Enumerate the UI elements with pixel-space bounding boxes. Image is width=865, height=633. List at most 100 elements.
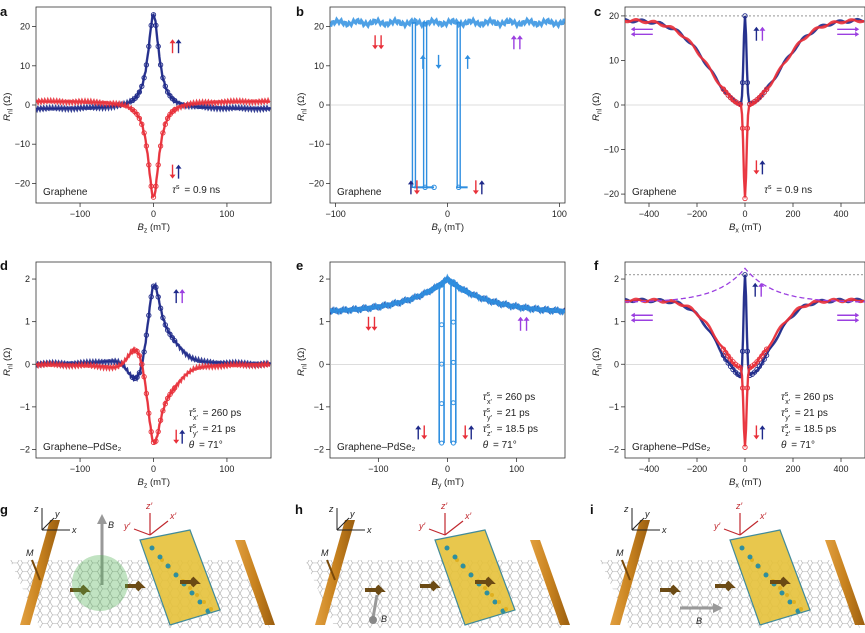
electrode-right — [235, 540, 275, 625]
label-subscript: nl — [8, 108, 15, 114]
config-arrows — [510, 35, 523, 50]
lattice-atom — [739, 545, 745, 551]
lattice-atom — [149, 545, 155, 551]
data-point — [756, 363, 763, 370]
param-symbol: τ — [189, 408, 194, 419]
fit-line — [625, 20, 864, 199]
label-symbol: B — [138, 222, 145, 233]
panel-label: a — [0, 4, 8, 19]
lattice-atom — [504, 607, 508, 611]
config-arrow-head — [419, 54, 426, 59]
y-tick-label: 0 — [319, 100, 324, 110]
config-arrow-head — [179, 429, 186, 434]
lattice-atom — [755, 563, 761, 569]
data-line — [330, 273, 565, 316]
series-antiparallel — [625, 17, 865, 202]
param-symbol: θ — [483, 440, 489, 451]
material-label: Graphene–PdSe₂ — [337, 442, 416, 453]
plot-area — [625, 267, 865, 450]
y-tick-label: −20 — [15, 178, 30, 188]
x-tick-label: 400 — [833, 464, 848, 474]
param-value: = 0.9 ns — [773, 185, 812, 196]
x-axis-label: By (mT) — [432, 477, 465, 490]
chart-panel-c: c −400 −200 0 200 400 −20 −10 0 10 20 Bx (mT) Rnl (Ω… — [591, 4, 865, 235]
param-superscript: s — [487, 423, 491, 430]
param-text: τs y′ = 21 ps — [483, 407, 530, 422]
data-point — [737, 365, 743, 371]
lattice-atom — [779, 590, 785, 596]
plot-area — [625, 13, 865, 202]
y-axis-label: Rnl (Ω) — [591, 93, 604, 121]
y-tick-label: 20 — [609, 11, 619, 21]
param-symbol: τ — [483, 392, 488, 403]
param-value: = 260 ps — [200, 408, 241, 419]
y-tick-label: −2 — [20, 444, 30, 454]
data-point — [164, 395, 171, 402]
data-point — [439, 440, 445, 446]
label-symbol: R — [2, 369, 13, 376]
y-axis-label: Rnl (Ω) — [296, 348, 309, 376]
crystal-axis-x — [149, 520, 169, 536]
data-point — [160, 408, 166, 414]
side-arrow-head — [630, 26, 635, 32]
fit-line — [625, 299, 864, 448]
config-arrows — [419, 54, 426, 69]
param-text: θ = 71° — [483, 440, 517, 451]
label-subscript: x — [735, 483, 739, 490]
label-symbol: B — [432, 477, 439, 488]
param-symbol: τ — [781, 408, 786, 419]
data-point — [172, 338, 178, 344]
spin-arrow — [365, 584, 386, 596]
lattice-atom — [492, 599, 498, 605]
y-tick-label: 2 — [319, 274, 324, 284]
side-arrows — [837, 26, 860, 37]
param-value: = 71° — [490, 440, 517, 451]
param-text: τs y′ = 21 ps — [189, 423, 236, 438]
config-arrow-head — [752, 282, 759, 287]
series-sweep — [330, 15, 565, 191]
field-arrow-head — [713, 603, 723, 613]
config-arrow-head — [169, 39, 176, 44]
series-parallel — [625, 272, 865, 379]
data-point — [465, 290, 472, 296]
lattice-atom — [444, 545, 450, 551]
lattice-atom — [209, 607, 213, 611]
x-tick-label: 200 — [785, 464, 800, 474]
fit-line — [36, 349, 271, 445]
plot-area — [36, 281, 271, 446]
panel-label: i — [590, 502, 594, 517]
config-arrow-head — [523, 316, 530, 321]
data-point — [136, 370, 143, 376]
label-unit: (Ω) — [296, 348, 307, 364]
param-symbol: τ — [189, 424, 194, 435]
param-value: = 71° — [196, 440, 223, 451]
param-symbol: θ — [189, 440, 195, 451]
data-point — [164, 89, 171, 95]
label-symbol: R — [2, 114, 13, 121]
config-arrow-head — [378, 45, 385, 50]
data-point — [763, 86, 770, 92]
param-superscript: s — [193, 423, 197, 430]
param-superscript: s — [785, 407, 789, 414]
data-point — [134, 111, 140, 118]
config-arrows — [753, 26, 766, 41]
lattice-atom — [799, 607, 803, 611]
chart-panel-f: f −400 −200 0 200 400 −2 −1 0 1 2 Bx (mT) Rnl (Ω) Gra… — [591, 258, 865, 490]
crystal-axis-y — [723, 528, 741, 536]
data-point — [134, 374, 140, 380]
field-label: B — [108, 520, 114, 530]
label-unit: (mT) — [441, 222, 464, 233]
config-arrow-head — [179, 289, 186, 294]
label-subscript: z — [144, 228, 148, 235]
y-tick-label: 1 — [25, 317, 30, 327]
x-tick-label: −400 — [639, 464, 659, 474]
crystal-axis-label: y′ — [123, 521, 131, 531]
data-point — [439, 401, 445, 407]
config-arrow-head — [169, 174, 176, 179]
config-arrow-head — [472, 190, 479, 195]
x-tick-label: −100 — [325, 209, 345, 219]
y-tick-label: 0 — [614, 100, 619, 110]
param-symbol: τ — [483, 408, 488, 419]
config-arrow-head — [365, 326, 372, 331]
